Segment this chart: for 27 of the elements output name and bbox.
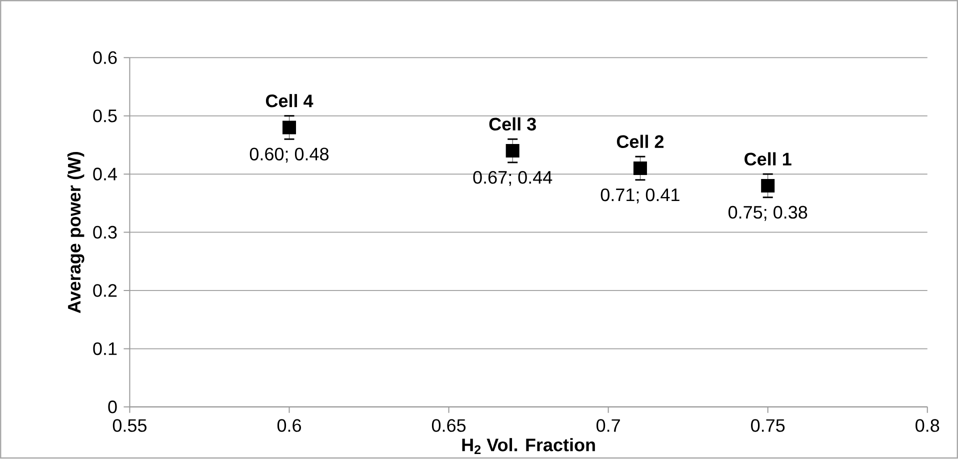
x-tick-label: 0.65 xyxy=(432,419,466,432)
point xyxy=(761,178,775,192)
y-tick-label: 0.1 xyxy=(93,342,117,356)
data-label: 0.67; 0.44 xyxy=(473,170,552,186)
y-tick-label: 0 xyxy=(108,400,117,414)
point xyxy=(506,144,520,158)
data-label: 0.75; 0.38 xyxy=(728,206,808,221)
y-axis-title: Average power (W) xyxy=(67,152,84,314)
x-tick-label: 0.6 xyxy=(277,419,301,432)
x-tick-label: 0.55 xyxy=(112,419,146,432)
data-label: 0.60; 0.48 xyxy=(250,148,329,163)
annotation: Cell 2 xyxy=(616,134,664,148)
point xyxy=(633,161,647,176)
point xyxy=(282,120,296,134)
annotation: Cell 4 xyxy=(266,94,314,108)
y-tick-label: 0.4 xyxy=(93,168,117,180)
y-tick-label: 0.5 xyxy=(93,109,117,122)
data-label: 0.71; 0.41 xyxy=(600,188,680,204)
y-tick-label: 0.3 xyxy=(93,226,117,239)
y-tick-label: 0.6 xyxy=(93,51,117,64)
y-tick-label: 0.2 xyxy=(93,284,117,297)
x-tick-label: 0.8 xyxy=(916,419,940,432)
x-tick-label: 0.7 xyxy=(596,419,620,432)
x-axis-title: H$_{2}$ Vol. Fraction xyxy=(462,438,595,454)
x-tick-label: 0.75 xyxy=(751,419,785,432)
annotation: Cell 3 xyxy=(489,117,536,131)
annotation: Cell 1 xyxy=(744,152,792,166)
